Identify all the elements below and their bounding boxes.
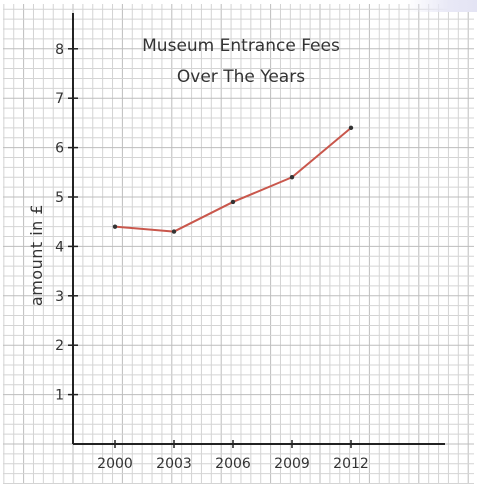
ticks: 1 2 3 4 5 6 7 8 2000 2003 2006 2009 2012: [55, 42, 369, 472]
data-point: [289, 175, 295, 180]
x-tick-label: 2012: [333, 456, 369, 472]
y-tick-label: 4: [55, 239, 64, 255]
series-line: [114, 126, 352, 233]
y-tick-label: 2: [55, 338, 64, 354]
y-tick-label: 6: [55, 141, 64, 157]
x-tick-label: 2006: [215, 456, 251, 472]
data-point: [171, 229, 177, 234]
y-tick-label: 5: [55, 190, 64, 206]
data-point: [348, 125, 354, 131]
title-line-2: Over The Years: [177, 67, 305, 87]
y-axis-label: amount in £: [27, 204, 46, 306]
x-tick-label: 2000: [97, 456, 133, 472]
chart-title: Museum Entrance Fees Over The Years: [142, 36, 340, 87]
data-point: [230, 199, 236, 205]
y-tick-label: 3: [55, 289, 64, 305]
x-tick-label: 2003: [156, 456, 192, 472]
corner-highlight: [407, 0, 477, 12]
data-point: [112, 224, 118, 229]
grid: [3, 4, 474, 485]
y-tick-label: 8: [55, 42, 64, 58]
title-line-1: Museum Entrance Fees: [142, 36, 340, 56]
y-tick-label: 1: [55, 388, 64, 404]
x-tick-label: 2009: [274, 456, 310, 472]
axes: [72, 13, 445, 445]
series: [112, 125, 354, 234]
y-tick-label: 7: [55, 91, 64, 107]
